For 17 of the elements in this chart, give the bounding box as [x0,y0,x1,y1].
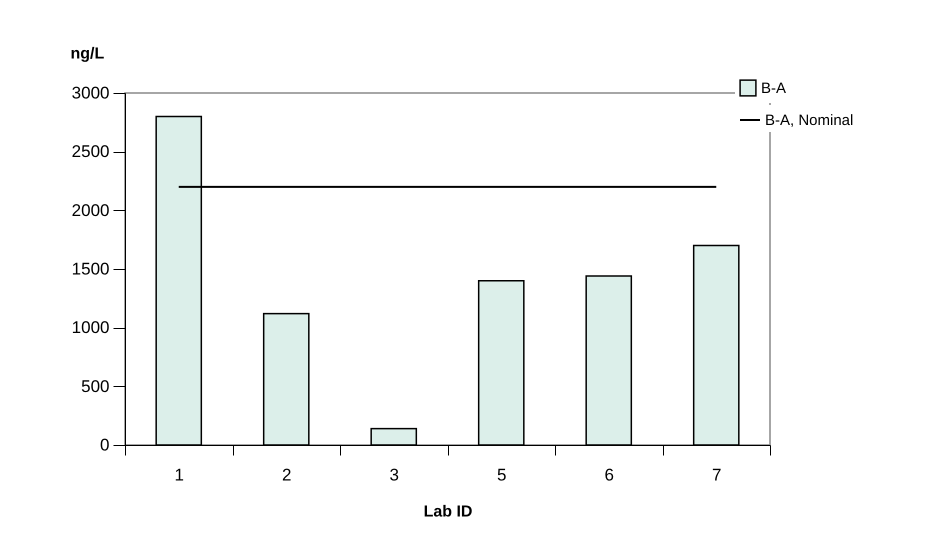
y-tick-label: 2500 [72,142,110,162]
x-tick-label: 7 [712,466,722,484]
y-tick-label: 1000 [72,318,110,338]
y-tick-label: 2000 [72,200,110,220]
x-tick-label: 5 [497,466,506,484]
x-tick-label: 3 [390,466,399,484]
x-tick-label: 1 [174,466,184,484]
legend-label: B-A [761,80,786,97]
legend-label: B-A, Nominal [765,112,854,129]
y-tick-label: 1500 [72,260,110,278]
x-axis-title: Lab ID [424,504,472,520]
y-tick-label: 0 [100,436,110,454]
y-tick-label: 3000 [72,84,110,102]
x-tick-label: 6 [604,466,614,484]
x-tick-label: 2 [282,466,292,484]
y-tick-label: 500 [81,376,110,396]
y-axis-title: ng/L [70,46,104,62]
